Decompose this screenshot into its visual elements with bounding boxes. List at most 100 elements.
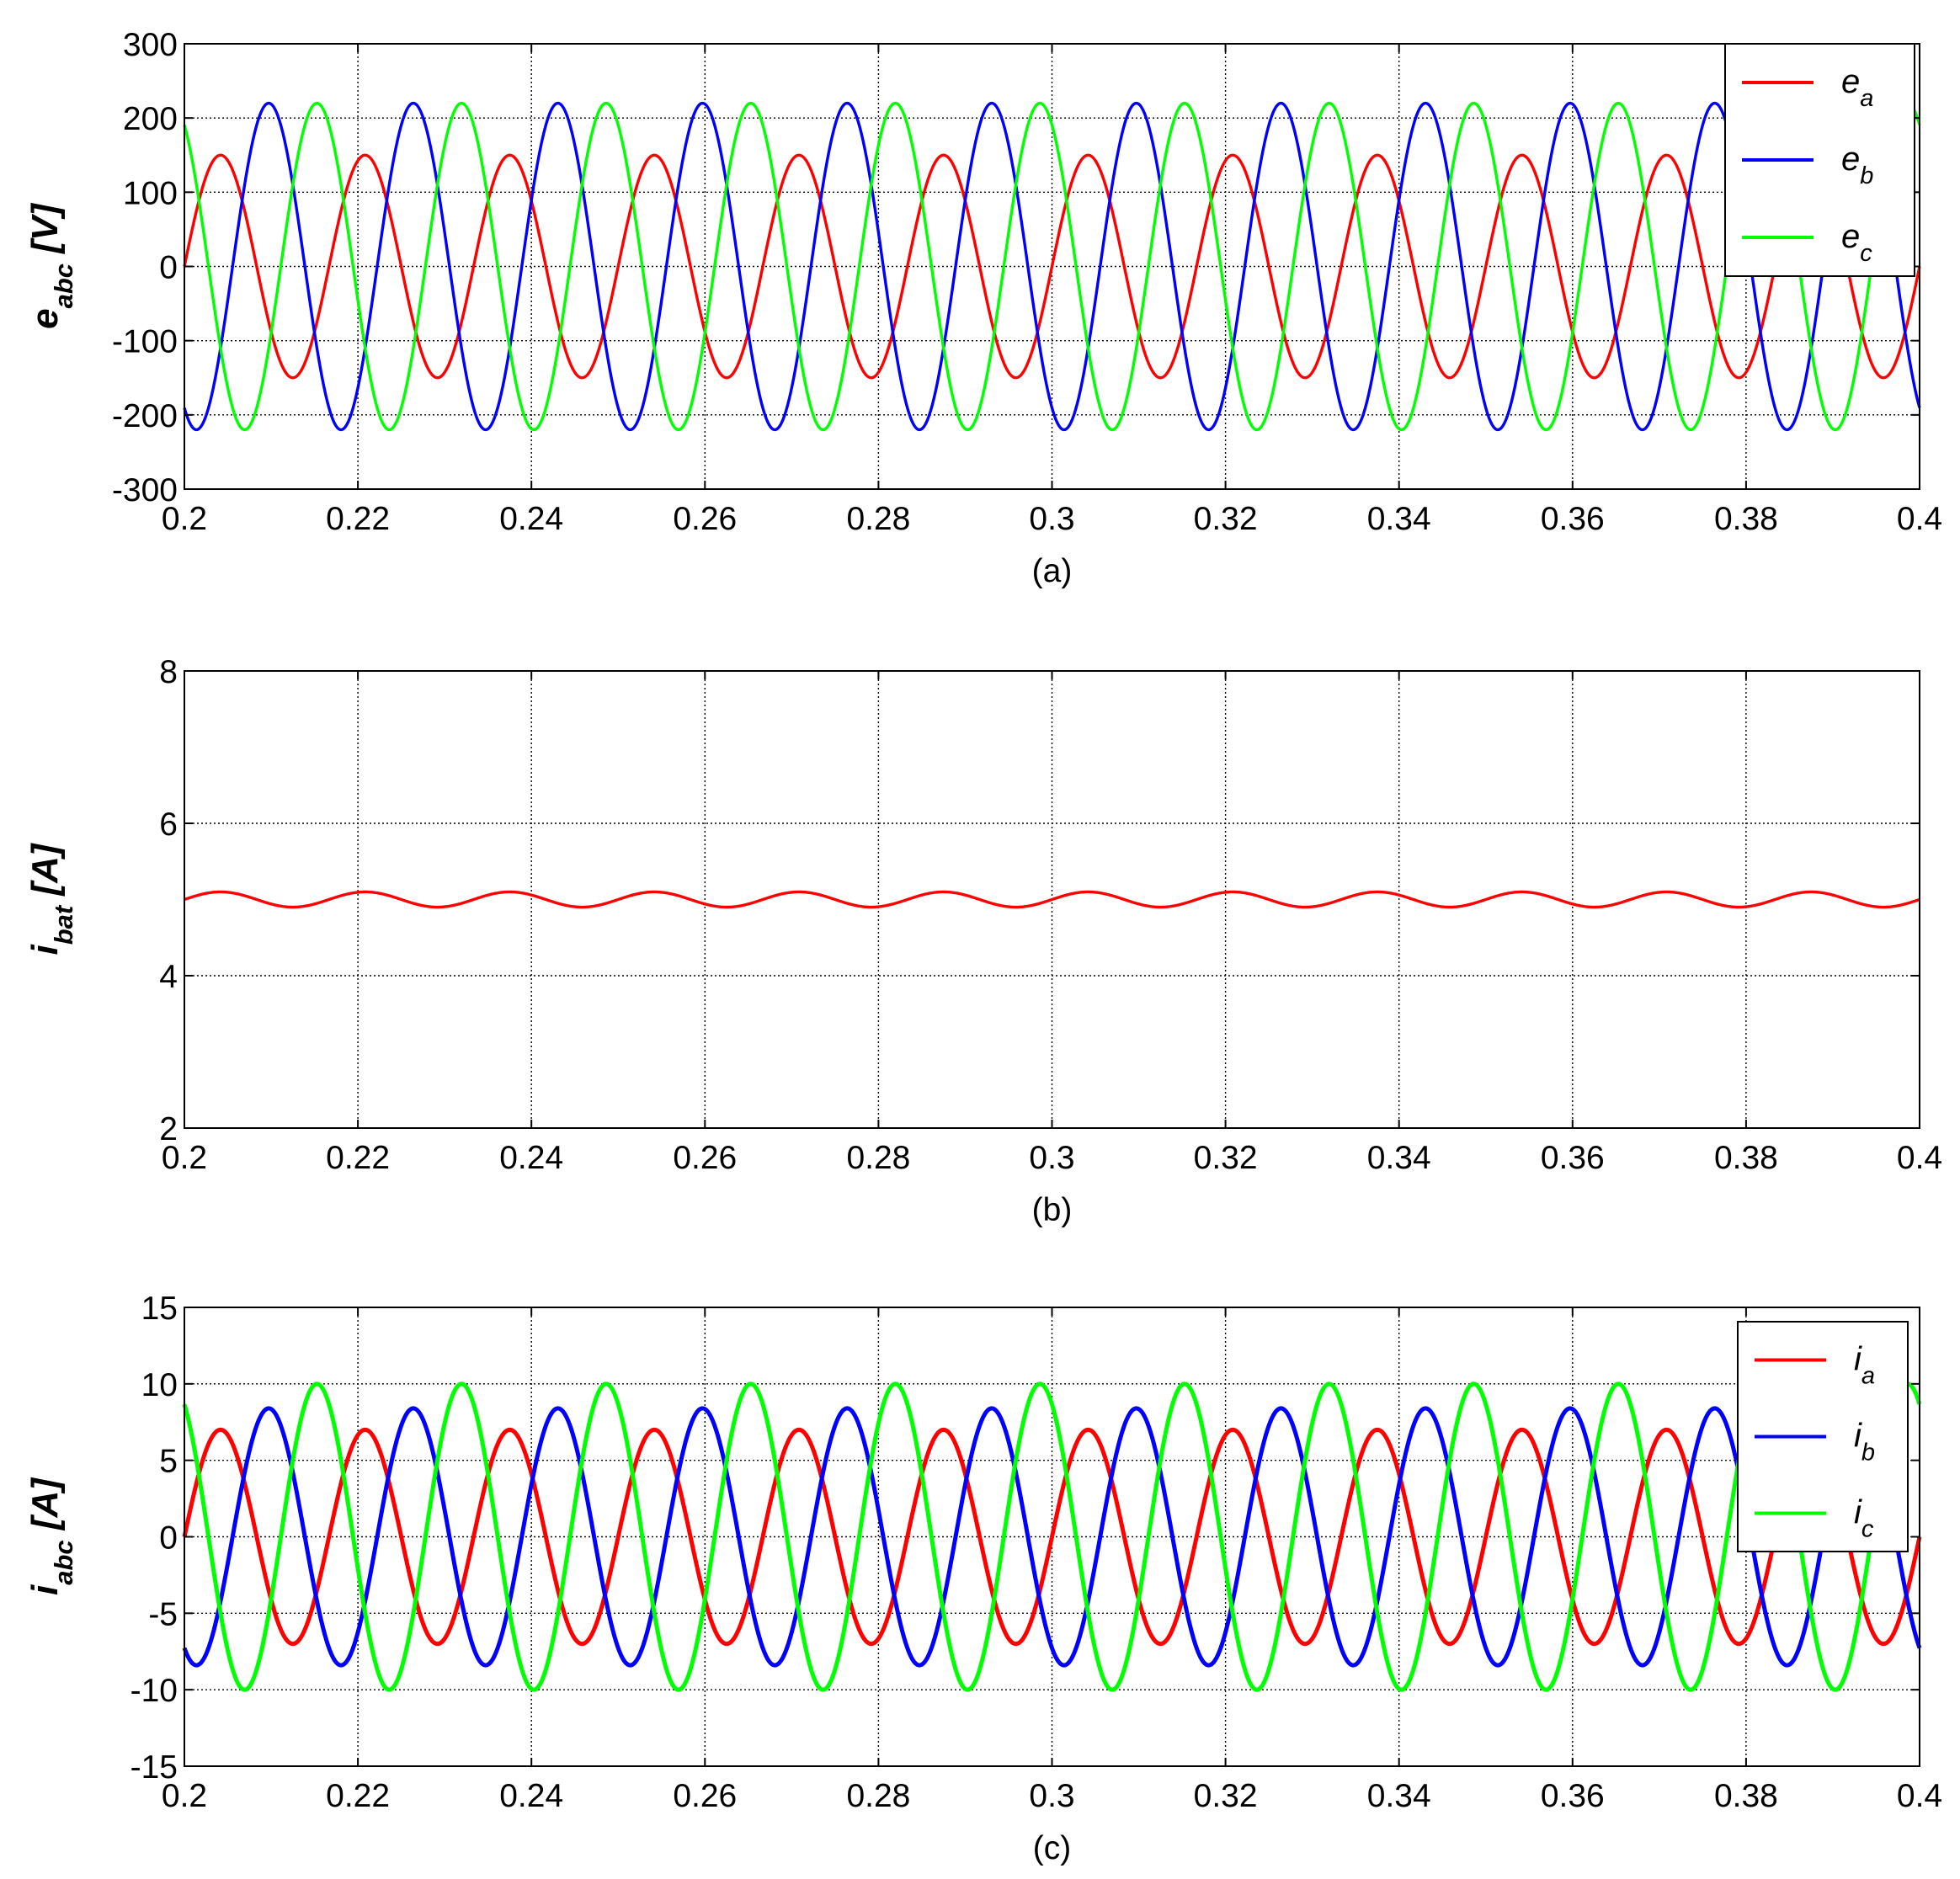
legend-label-main: e (1841, 218, 1860, 255)
legend-label-main: e (1841, 141, 1860, 178)
x-tick-label: 0.32 (1194, 1140, 1258, 1176)
x-tick-label: 0.38 (1714, 1140, 1778, 1176)
y-tick-label: -200 (112, 398, 178, 434)
y-tick-label: 5 (159, 1444, 178, 1480)
y-tick-label: 300 (123, 27, 178, 63)
series-line-c-b (182, 1406, 1922, 1668)
plot-area-b (184, 890, 1920, 909)
x-tick-label: 0.22 (326, 501, 390, 537)
legend-label-sub: a (1860, 85, 1873, 112)
x-tick-label: 0.2 (162, 1140, 207, 1176)
x-tick-label: 0.22 (326, 1140, 390, 1176)
x-ticks-c: 0.2 0.22 0.24 0.26 0.28 0.3 0.32 0.34 0.36 0.38 0.… (162, 1307, 1942, 1814)
legend-label-main: e (1841, 63, 1860, 100)
x-tick-label: 0.32 (1194, 1778, 1258, 1814)
y-axis-label-a: eabc [V] (24, 203, 78, 329)
y-axis-label-b-unit: [A] (24, 843, 66, 897)
panel-b: 0.2 0.22 0.24 0.26 0.28 0.3 0.32 0.34 0.36 0.38 0.… (24, 654, 1942, 1228)
legend-label-main: i (1854, 1494, 1862, 1531)
legend-label-sub: c (1860, 240, 1872, 267)
x-tick-label: 0.3 (1029, 1140, 1074, 1176)
x-tick-label: 0.24 (499, 501, 563, 537)
y-axis-label-b-space (24, 896, 66, 906)
y-axis-label-b: ibat [A] (24, 843, 78, 955)
caption-c: (c) (1033, 1830, 1071, 1866)
y-ticks-a: -300 -200 -100 0 100 200 300 (112, 27, 1920, 508)
x-tick-label: 0.24 (499, 1778, 563, 1814)
x-tick-label: 0.26 (673, 1778, 737, 1814)
legend-label-sub: c (1861, 1516, 1874, 1543)
y-axis-label-c: iabc [A] (24, 1477, 78, 1595)
x-tick-label: 0.36 (1541, 1140, 1605, 1176)
x-tick-label: 0.28 (846, 1778, 910, 1814)
legend-label-a-a: ea (1841, 63, 1873, 112)
series-line-b-ibat (184, 890, 1920, 909)
legend-label-main: i (1854, 1418, 1862, 1455)
y-axis-label-b-sub: bat (49, 904, 78, 945)
panel-c: 0.2 0.22 0.24 0.26 0.28 0.3 0.32 0.34 0.36 0.38 0.… (24, 1291, 1942, 1866)
x-tick-label: 0.3 (1029, 501, 1074, 537)
series-line-c-a (182, 1427, 1922, 1647)
legend-label-a-b: eb (1841, 141, 1873, 189)
x-ticks-b: 0.2 0.22 0.24 0.26 0.28 0.3 0.32 0.34 0.36 0.38 0.… (162, 671, 1942, 1176)
legend-label-c-b: ib (1854, 1418, 1875, 1466)
x-tick-label: 0.4 (1897, 501, 1942, 537)
x-tick-label: 0.38 (1714, 1778, 1778, 1814)
y-axis-label-c-sub: abc (49, 1540, 78, 1584)
y-ticks-b: 2 4 6 8 (159, 654, 1920, 1147)
x-tick-label: 0.36 (1541, 501, 1605, 537)
legend-label-main: i (1854, 1341, 1862, 1378)
y-axis-label-c-space (24, 1530, 66, 1540)
x-tick-label: 0.36 (1541, 1778, 1605, 1814)
y-axis-label-c-main: i (24, 1584, 66, 1595)
plot-area-c (182, 1381, 1922, 1692)
y-tick-label: -15 (130, 1749, 178, 1786)
grid-b (184, 671, 1920, 1128)
legend-label-a-c: ec (1841, 218, 1872, 267)
x-ticks-a: 0.2 0.22 0.24 0.26 0.28 0.3 0.32 0.34 0.36 0.38 0.… (162, 44, 1942, 537)
x-tick-label: 0.28 (846, 1140, 910, 1176)
y-ticks-c: -15 -10 -5 0 5 10 15 (130, 1291, 1920, 1786)
x-tick-label: 0.4 (1897, 1140, 1942, 1176)
legend-label-sub: b (1861, 1440, 1875, 1466)
y-tick-label: 100 (123, 175, 178, 211)
x-tick-label: 0.26 (673, 1140, 737, 1176)
y-tick-label: 2 (159, 1111, 178, 1147)
y-axis-label-b-main: i (24, 945, 66, 955)
x-tick-label: 0.26 (673, 501, 737, 537)
x-tick-label: 0.4 (1897, 1778, 1942, 1814)
y-tick-label: 0 (159, 1520, 178, 1557)
y-tick-label: 4 (159, 959, 178, 995)
x-tick-label: 0.34 (1367, 1140, 1431, 1176)
y-tick-label: 200 (123, 101, 178, 137)
caption-a: (a) (1032, 553, 1073, 589)
panel-a: 0.2 0.22 0.24 0.26 0.28 0.3 0.32 0.34 0.36 0.38 0.… (24, 27, 1942, 589)
x-tick-label: 0.22 (326, 1778, 390, 1814)
legend-label-c-a: ia (1854, 1341, 1875, 1390)
legend-label-c-c: ic (1854, 1494, 1874, 1543)
y-tick-label: -100 (112, 324, 178, 360)
y-tick-label: -10 (130, 1673, 178, 1709)
caption-b: (b) (1032, 1192, 1073, 1228)
y-tick-label: 0 (159, 250, 178, 286)
y-tick-label: 15 (141, 1291, 178, 1327)
y-tick-label: -5 (148, 1596, 178, 1632)
x-tick-label: 0.38 (1714, 501, 1778, 537)
plot-area-a (183, 101, 1921, 432)
x-tick-label: 0.2 (162, 501, 207, 537)
y-tick-label: 8 (159, 654, 178, 690)
x-tick-label: 0.34 (1367, 501, 1431, 537)
y-axis-label-a-space (24, 253, 66, 263)
x-tick-label: 0.28 (846, 501, 910, 537)
y-axis-label-a-sub: abc (49, 263, 78, 308)
legend-label-sub: b (1860, 162, 1873, 189)
x-tick-label: 0.34 (1367, 1778, 1431, 1814)
y-tick-label: 10 (141, 1367, 178, 1403)
y-tick-label: 6 (159, 806, 178, 843)
y-axis-label-c-unit: [A] (24, 1477, 66, 1531)
y-axis-label-a-main: e (24, 308, 66, 328)
